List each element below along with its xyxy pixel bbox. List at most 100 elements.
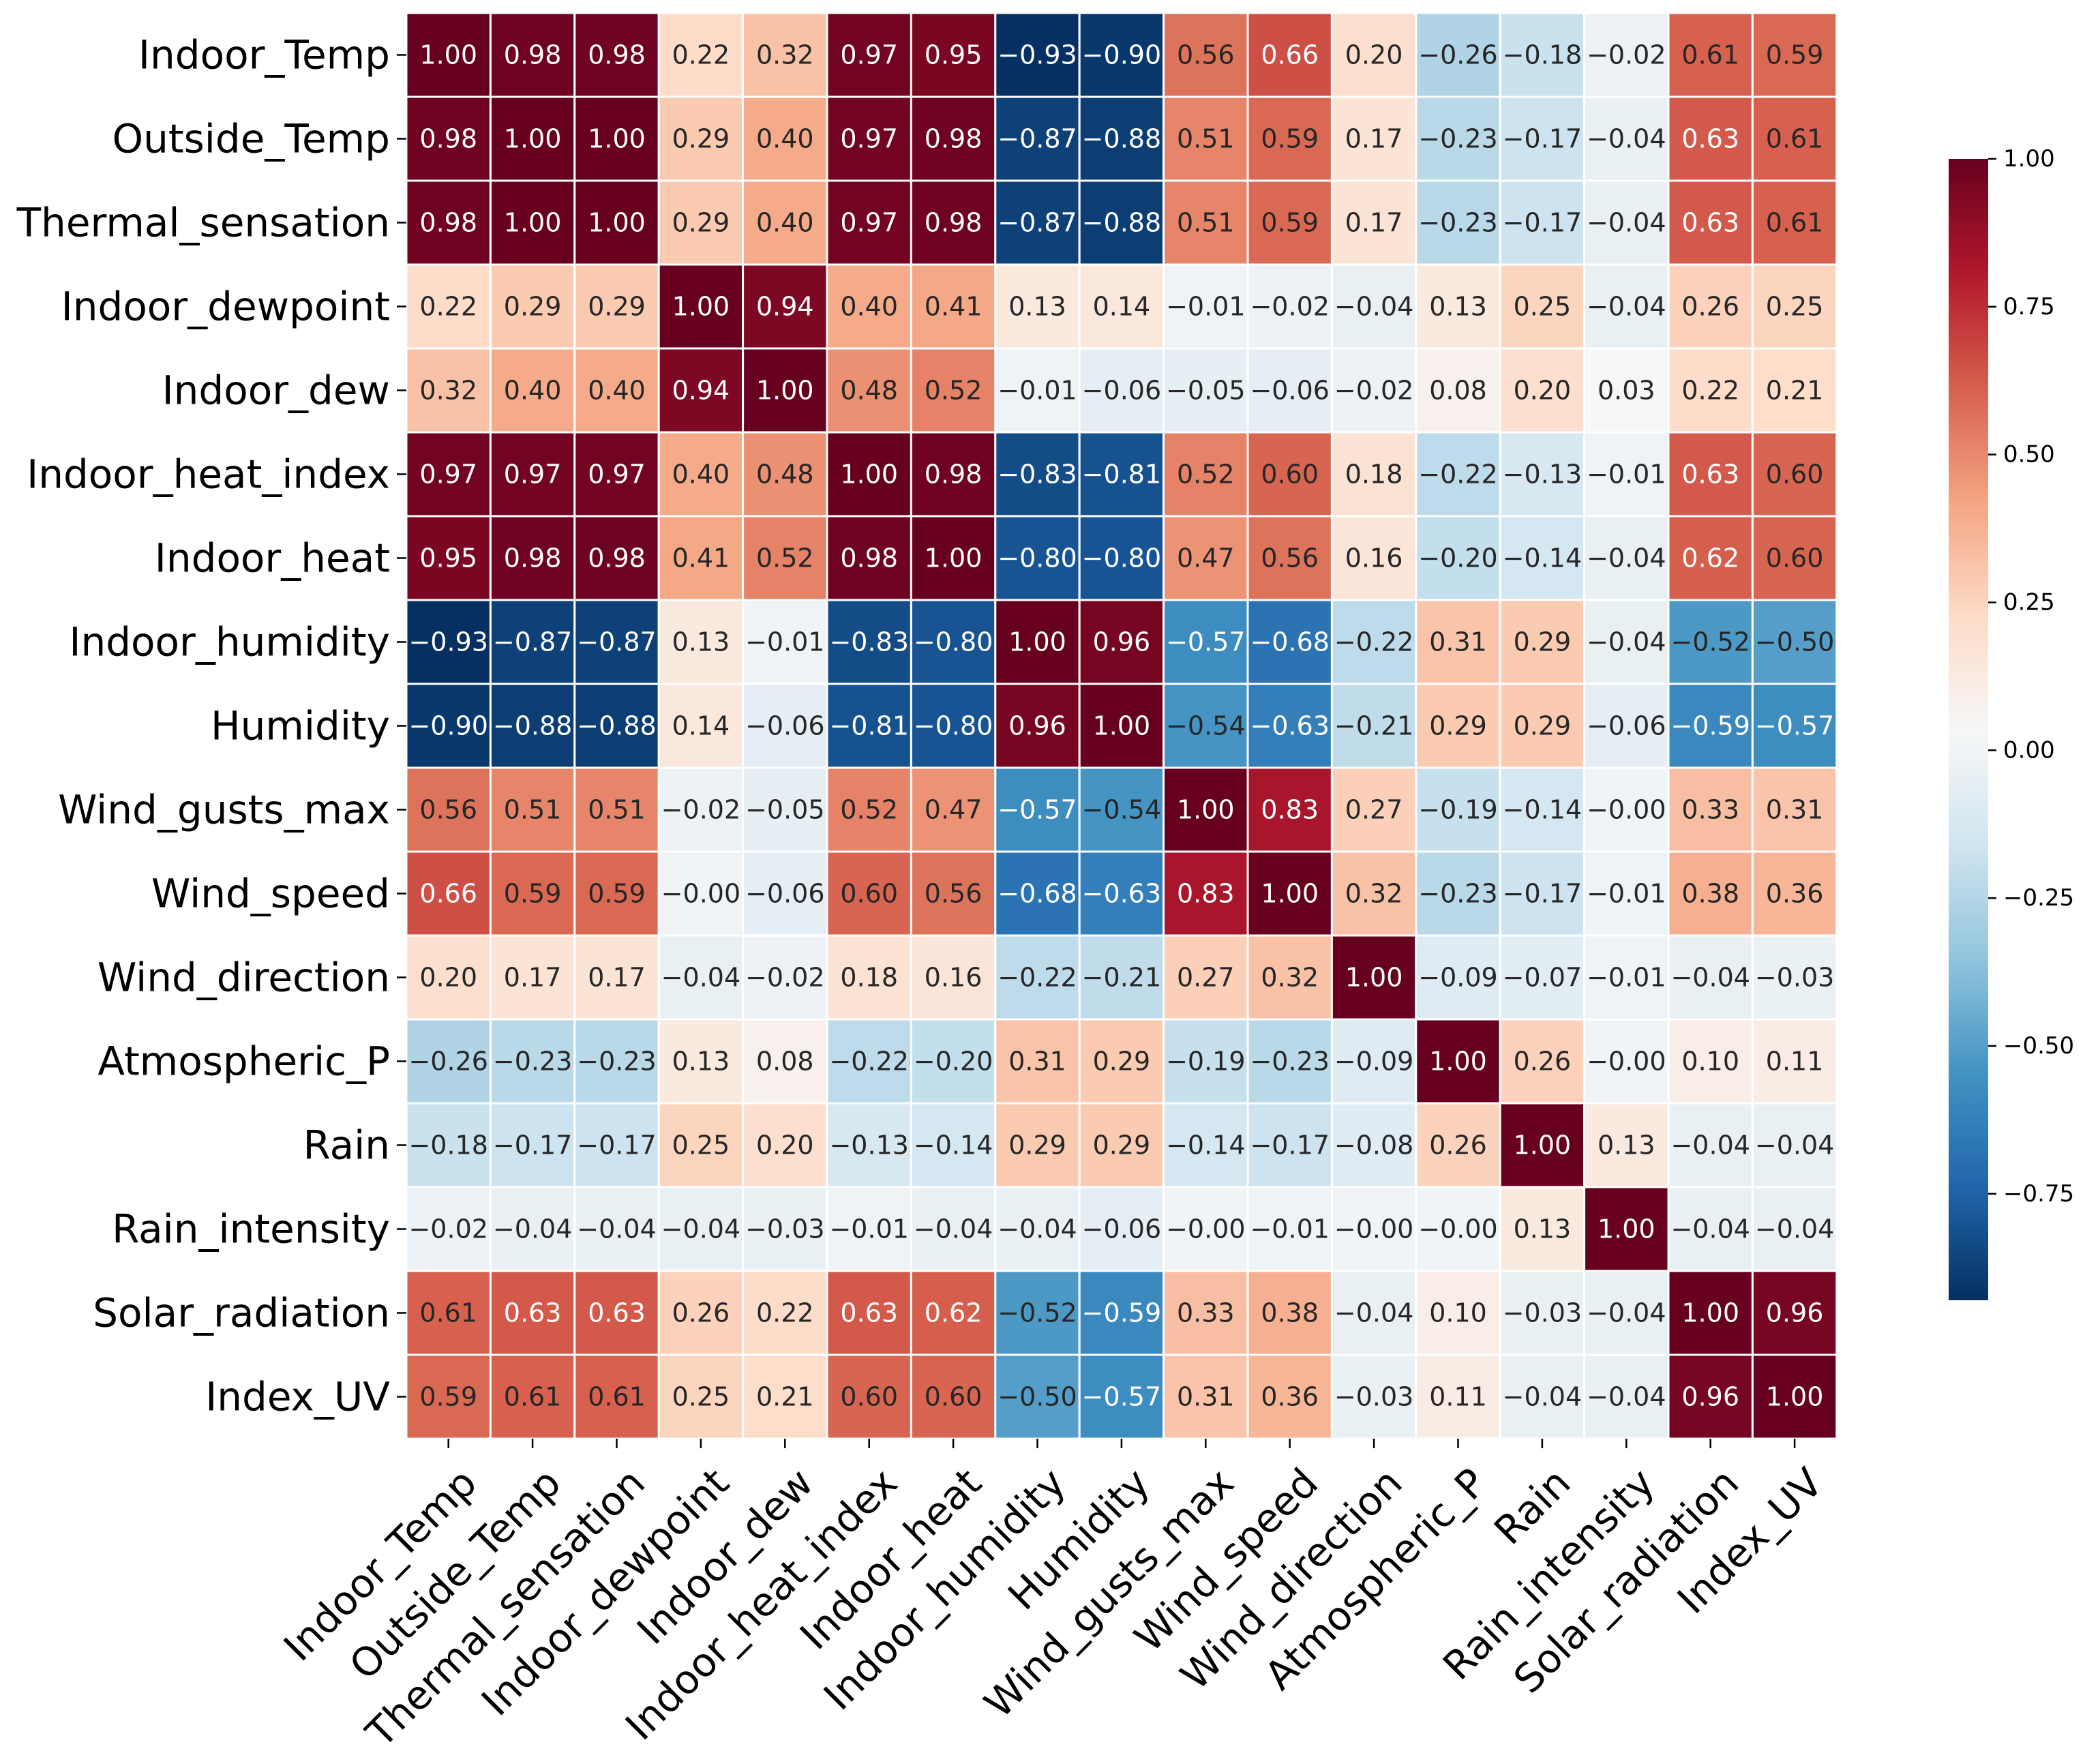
cell-value-label: 0.62 — [1681, 543, 1739, 573]
cell-value-label: −0.57 — [1166, 627, 1245, 657]
cell-value-label: 0.52 — [756, 543, 814, 573]
heatmap-cell — [1583, 1018, 1670, 1105]
cell-value-label: −0.04 — [1670, 1214, 1750, 1244]
cell-value-label: −0.21 — [1334, 711, 1413, 741]
heatmap-cell — [1751, 263, 1838, 350]
heatmap-cell — [1499, 1270, 1586, 1356]
y-tick-label: Humidity — [211, 703, 390, 749]
cell-value-label: 0.52 — [925, 376, 982, 406]
cell-value-label: 0.63 — [1681, 124, 1739, 154]
heatmap-cell — [1330, 431, 1418, 518]
cell-value-label: 0.25 — [1514, 292, 1572, 322]
heatmap-cell — [1499, 515, 1586, 601]
cell-value-label: 0.25 — [672, 1382, 730, 1412]
heatmap-cell — [1667, 515, 1754, 601]
heatmap-cell — [1415, 347, 1501, 434]
heatmap-cell — [994, 599, 1081, 685]
cell-value-label: −0.05 — [1166, 376, 1245, 406]
cell-value-label: −0.18 — [1503, 40, 1582, 70]
heatmap-cell — [742, 95, 828, 182]
heatmap-cell — [994, 934, 1081, 1021]
cell-value-label: 0.13 — [672, 1047, 730, 1077]
cell-value-label: 0.61 — [1681, 40, 1739, 70]
cell-value-label: 0.59 — [1261, 124, 1319, 154]
cell-value-label: 0.97 — [419, 460, 477, 490]
cell-value-label: 0.16 — [925, 963, 982, 993]
cell-value-label: −0.52 — [997, 1298, 1077, 1328]
cell-value-label: 0.61 — [588, 1382, 646, 1412]
heatmap-cell — [1162, 515, 1249, 601]
heatmap-cell — [1162, 431, 1249, 518]
heatmap-cell — [1330, 850, 1418, 937]
cell-value-label: −0.50 — [997, 1382, 1077, 1412]
cell-value-label: 0.61 — [504, 1382, 562, 1412]
cell-value-label: −0.06 — [1587, 711, 1666, 741]
heatmap-cell — [910, 683, 997, 769]
y-tick-label: Indoor_humidity — [69, 619, 390, 665]
heatmap-cell — [489, 95, 576, 182]
cell-value-label: −0.54 — [1166, 711, 1245, 741]
cell-value-label: −0.81 — [1082, 460, 1161, 490]
heatmap-cell — [489, 347, 576, 434]
cell-value-label: 0.13 — [672, 627, 730, 657]
cell-value-label: 0.25 — [1766, 292, 1824, 322]
heatmap-cell — [742, 1270, 828, 1356]
heatmap-cell — [489, 179, 576, 266]
heatmap-cell — [826, 1102, 912, 1188]
cell-value-label: −0.03 — [745, 1214, 824, 1244]
heatmap-cell — [1583, 683, 1670, 769]
cell-value-label: −0.20 — [914, 1047, 993, 1077]
cell-value-label: 0.11 — [1429, 1382, 1487, 1412]
cell-value-label: 1.00 — [840, 460, 898, 490]
cell-value-label: −0.23 — [1418, 124, 1497, 154]
heatmap-cell — [1667, 179, 1754, 266]
cell-value-label: 0.33 — [1681, 795, 1739, 825]
cell-value-label: 0.20 — [419, 963, 477, 993]
cell-value-label: −0.04 — [1587, 1298, 1666, 1328]
cell-value-label: −0.50 — [1755, 627, 1834, 657]
heatmap-cell — [1330, 12, 1418, 98]
cell-value-label: 0.26 — [672, 1298, 730, 1328]
cell-value-label: 0.94 — [756, 292, 814, 322]
cell-value-label: 0.26 — [1681, 292, 1739, 322]
cell-value-label: 0.51 — [1177, 208, 1235, 238]
x-axis-labels: Indoor_TempOutside_TempThermal_sensation… — [275, 1439, 1832, 1753]
cell-value-label: 0.08 — [756, 1047, 814, 1077]
cell-value-label: −0.57 — [1082, 1382, 1161, 1412]
cell-value-label: 1.00 — [588, 208, 646, 238]
colorbar-tick-label: −0.75 — [2003, 1180, 2074, 1208]
cell-value-label: 0.10 — [1429, 1298, 1487, 1328]
cell-value-label: −0.80 — [914, 627, 993, 657]
cell-value-label: −0.02 — [745, 963, 824, 993]
heatmap-cell — [1415, 1186, 1501, 1272]
cell-value-label: 0.40 — [588, 376, 646, 406]
heatmap-cell — [742, 599, 828, 685]
colorbar-tick-label: −0.25 — [2003, 884, 2074, 912]
heatmap-cell — [1751, 599, 1838, 685]
cell-value-label: 1.00 — [1766, 1382, 1824, 1412]
heatmap-cell — [1162, 1353, 1249, 1440]
cell-value-label: 0.48 — [840, 376, 898, 406]
cell-value-label: −0.83 — [997, 460, 1077, 490]
cell-value-label: 0.98 — [925, 124, 982, 154]
heatmap-cell — [405, 934, 492, 1021]
cell-value-label: −0.04 — [1334, 292, 1413, 322]
cell-value-label: 0.26 — [1514, 1047, 1572, 1077]
cell-value-label: −0.04 — [1587, 208, 1666, 238]
heatmap-cell — [994, 1018, 1081, 1105]
cell-value-label: 0.10 — [1681, 1047, 1739, 1077]
y-tick-label: Indoor_heat — [155, 535, 390, 582]
cell-value-label: 0.27 — [1345, 795, 1403, 825]
cell-value-label: −0.04 — [493, 1214, 572, 1244]
heatmap-cell — [910, 934, 997, 1021]
heatmap-cell — [910, 599, 997, 685]
cell-value-label: 0.59 — [1766, 40, 1824, 70]
cell-value-label: 0.97 — [588, 460, 646, 490]
cell-value-label: −0.02 — [1250, 292, 1329, 322]
cell-value-label: −0.01 — [1587, 963, 1666, 993]
cell-value-label: 1.00 — [504, 208, 562, 238]
cell-value-label: 0.13 — [1514, 1214, 1572, 1244]
heatmap-cell — [573, 683, 660, 769]
cell-value-label: 0.98 — [419, 208, 477, 238]
heatmap-cell — [1751, 850, 1838, 937]
